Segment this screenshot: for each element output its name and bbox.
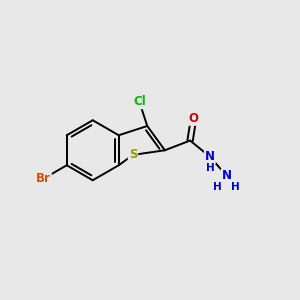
Text: O: O — [189, 112, 199, 125]
Text: S: S — [129, 148, 137, 161]
Text: N: N — [222, 169, 232, 182]
Text: N: N — [205, 150, 215, 163]
Text: Br: Br — [36, 172, 51, 185]
Text: H: H — [206, 163, 214, 173]
Text: H: H — [213, 182, 222, 192]
Text: Cl: Cl — [133, 95, 146, 108]
Text: H: H — [231, 182, 240, 192]
